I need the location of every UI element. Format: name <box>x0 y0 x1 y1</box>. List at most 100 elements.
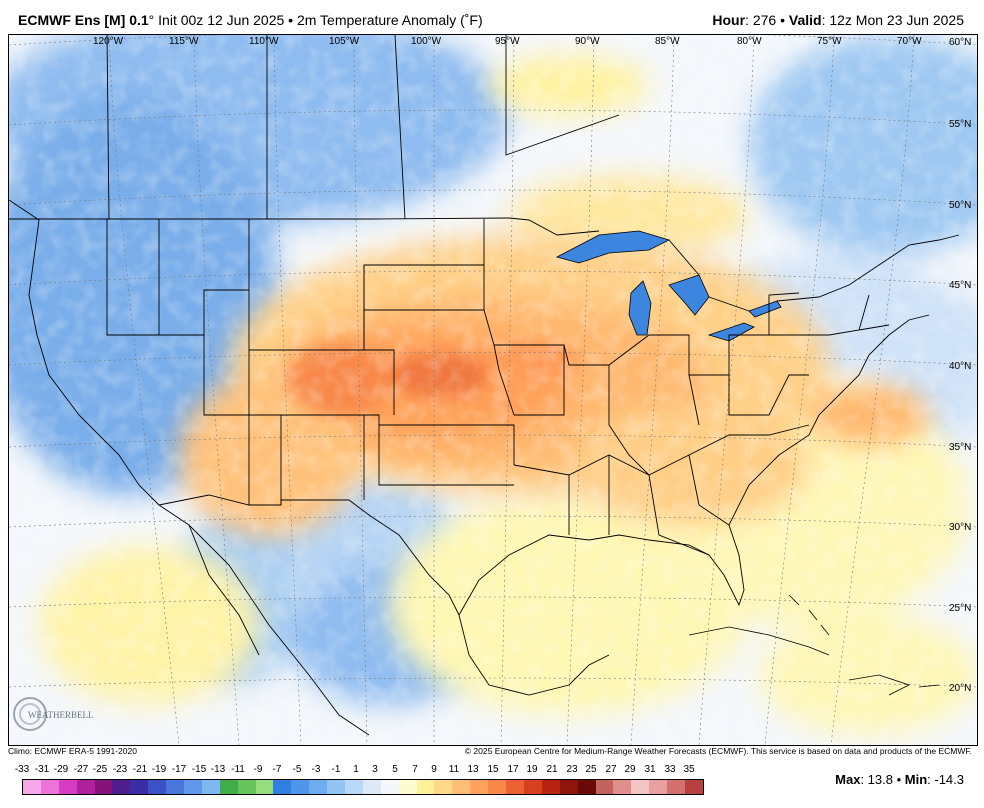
svg-text:100°W: 100°W <box>411 36 442 47</box>
colorbar-swatch <box>470 780 489 794</box>
max-label: Max <box>835 772 861 787</box>
colorbar-label: -13 <box>210 764 226 775</box>
colorbar-label: 35 <box>683 764 695 775</box>
svg-text:120°W: 120°W <box>93 36 124 47</box>
graticule <box>9 35 977 745</box>
colorbar-swatch <box>166 780 185 794</box>
colorbar-swatch <box>523 780 542 794</box>
colorbar-label: 17 <box>507 764 519 775</box>
colorbar-label: -3 <box>311 764 321 775</box>
colorbar-swatch <box>398 780 417 794</box>
colorbar-swatch <box>309 780 328 794</box>
colorbar-label: 7 <box>412 764 418 775</box>
degree-symbol: ° <box>148 12 155 28</box>
svg-text:25°N: 25°N <box>949 603 971 614</box>
colorbar-label: -7 <box>272 764 282 775</box>
colorbar-labels: -33 -31 -29 -27 -25 -23 -21 -19 -17 -15 … <box>10 764 710 778</box>
svg-text:60°N: 60°N <box>949 37 971 48</box>
colorbar-label: -15 <box>191 764 207 775</box>
colorbar-label: 9 <box>431 764 437 775</box>
colorbar-label: -5 <box>292 764 302 775</box>
valid-value: : 12z Mon 23 Jun 2025 <box>821 12 964 28</box>
colorbar-label: -17 <box>171 764 187 775</box>
valid-label: Valid <box>788 12 822 28</box>
colorbar <box>22 779 704 795</box>
colorbar-swatch <box>577 780 596 794</box>
colorbar-label: 31 <box>644 764 656 775</box>
colorbar-label: 25 <box>585 764 597 775</box>
colorbar-swatch <box>76 780 95 794</box>
colorbar-swatch <box>541 780 560 794</box>
hour-value: : 276 • <box>745 12 789 28</box>
colorbar-label: -9 <box>253 764 263 775</box>
copyright-note: © 2025 European Centre for Medium-Range … <box>464 746 972 756</box>
colorbar-label: -23 <box>112 764 128 775</box>
colorbar-swatch <box>237 780 256 794</box>
svg-text:30°N: 30°N <box>949 522 971 533</box>
colorbar-label: 19 <box>526 764 538 775</box>
colorbar-label: 23 <box>566 764 578 775</box>
colorbar-label: -1 <box>331 764 341 775</box>
colorbar-label: -19 <box>151 764 167 775</box>
min-value: : -14.3 <box>927 772 964 787</box>
colorbar-swatch <box>327 780 346 794</box>
init-info: Init 00z 12 Jun 2025 • 2m Temperature An… <box>154 12 483 28</box>
climo-note: Climo: ECMWF ERA-5 1991-2020 <box>8 746 137 756</box>
svg-text:55°N: 55°N <box>949 119 971 130</box>
max-min-readout: Max: 13.8 • Min: -14.3 <box>835 772 964 787</box>
hour-label: Hour <box>712 12 746 28</box>
colorbar-label: 29 <box>624 764 636 775</box>
temperature-anomaly-map[interactable]: 120°W 115°W 110°W 105°W 100°W 95°W 90°W … <box>8 34 978 746</box>
caribbean-islands <box>688 594 940 696</box>
colorbar-swatch <box>613 780 632 794</box>
colorbar-swatch <box>148 780 167 794</box>
svg-text:95°W: 95°W <box>495 36 520 47</box>
svg-text:45°N: 45°N <box>949 280 971 291</box>
svg-text:105°W: 105°W <box>329 36 360 47</box>
colorbar-swatch <box>380 780 399 794</box>
colorbar-swatch <box>452 780 471 794</box>
colorbar-swatch <box>40 780 59 794</box>
map-title: ECMWF Ens [M] 0.1° Init 00z 12 Jun 2025 … <box>18 12 483 28</box>
colorbar-swatch <box>667 780 685 794</box>
borders <box>9 35 960 736</box>
colorbar-label: -21 <box>132 764 148 775</box>
colorbar-swatch <box>506 780 524 794</box>
colorbar-swatch <box>94 780 113 794</box>
colorbar-swatch <box>434 780 453 794</box>
max-value: : 13.8 • <box>860 772 905 787</box>
colorbar-label: 27 <box>605 764 617 775</box>
colorbar-swatch <box>684 780 703 794</box>
anomaly-field <box>9 35 977 745</box>
weatherbell-logo: WEATHERBELL <box>12 694 98 734</box>
colorbar-swatch <box>201 780 220 794</box>
svg-text:WEATHERBELL: WEATHERBELL <box>28 710 94 720</box>
svg-text:85°W: 85°W <box>655 36 680 47</box>
svg-text:115°W: 115°W <box>169 36 199 47</box>
colorbar-swatch <box>23 780 41 794</box>
colorbar-swatch <box>219 780 238 794</box>
colorbar-swatch <box>559 780 578 794</box>
colorbar-swatch <box>345 780 363 794</box>
colorbar-swatch <box>488 780 507 794</box>
colorbar-swatch <box>362 780 381 794</box>
colorbar-label: -33 <box>14 764 30 775</box>
colorbar-label: 5 <box>392 764 398 775</box>
colorbar-label: -11 <box>231 764 245 775</box>
valid-time: Hour: 276 • Valid: 12z Mon 23 Jun 2025 <box>712 12 964 28</box>
colorbar-label: 11 <box>448 764 460 775</box>
model-name: ECMWF Ens [M] 0.1 <box>18 12 149 28</box>
svg-text:35°N: 35°N <box>949 442 971 453</box>
map-svg: 120°W 115°W 110°W 105°W 100°W 95°W 90°W … <box>9 35 977 745</box>
svg-text:40°N: 40°N <box>949 361 971 372</box>
svg-text:75°W: 75°W <box>817 36 842 47</box>
colorbar-swatch <box>416 780 435 794</box>
svg-text:20°N: 20°N <box>949 683 971 694</box>
colorbar-swatch <box>595 780 614 794</box>
svg-text:70°W: 70°W <box>897 36 922 47</box>
svg-text:80°W: 80°W <box>737 36 762 47</box>
svg-text:50°N: 50°N <box>949 200 971 211</box>
colorbar-label: 15 <box>487 764 499 775</box>
colorbar-swatch <box>184 780 202 794</box>
colorbar-label: 3 <box>372 764 378 775</box>
